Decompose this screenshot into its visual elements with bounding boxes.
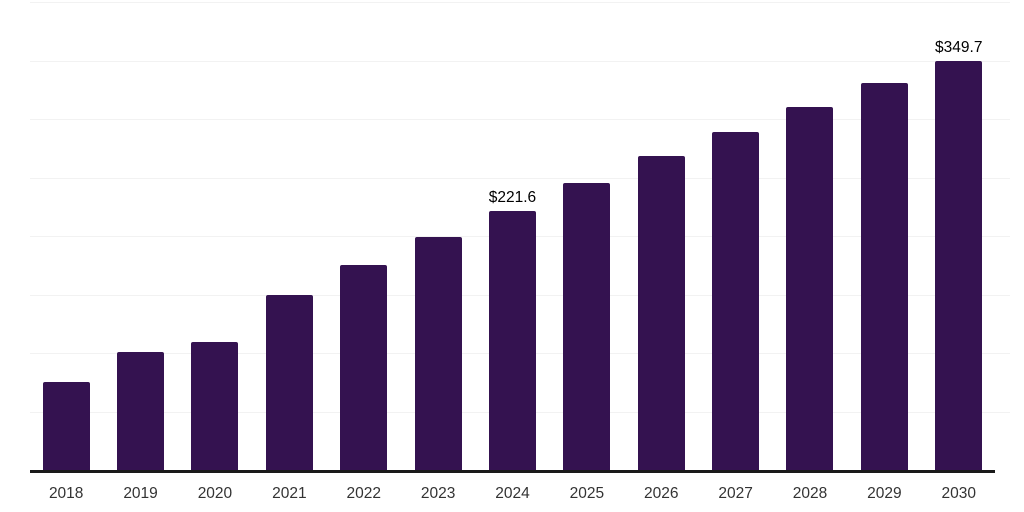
gridline — [30, 60, 1010, 62]
bar-2022 — [340, 265, 388, 470]
x-tick-label-2029: 2029 — [867, 485, 902, 502]
x-tick-label-2021: 2021 — [272, 485, 307, 502]
bar-2023 — [414, 237, 462, 470]
bar-2018 — [42, 382, 90, 470]
x-tick-label-2030: 2030 — [941, 485, 976, 502]
x-tick-label-2028: 2028 — [792, 485, 828, 502]
x-tick-label-2023: 2023 — [420, 485, 456, 502]
x-tick-label-2024: 2024 — [495, 485, 530, 502]
x-tick-label-2020: 2020 — [197, 485, 233, 502]
bar-2026 — [637, 156, 685, 470]
gridline — [30, 177, 1010, 179]
bar-2019 — [117, 351, 165, 470]
x-tick-label-2022: 2022 — [346, 485, 381, 502]
bar-2028 — [786, 107, 834, 470]
bar-2021 — [265, 294, 313, 470]
gridline — [30, 119, 1010, 120]
bar-value-label-2024: $221.6 — [488, 188, 537, 206]
bar-2020 — [191, 342, 239, 470]
bar-2027 — [712, 131, 760, 470]
x-axis-line — [30, 470, 995, 473]
x-tick-label-2025: 2025 — [569, 485, 605, 502]
bar-2024 — [488, 210, 536, 470]
bar-2030 — [935, 60, 983, 470]
x-tick-label-2018: 2018 — [48, 485, 84, 502]
x-tick-label-2019: 2019 — [123, 485, 158, 502]
bar-2029 — [860, 82, 908, 470]
bar-value-label-2030: $349.7 — [935, 38, 983, 56]
bar-2025 — [563, 183, 611, 470]
x-tick-label-2026: 2026 — [643, 485, 679, 502]
x-tick-label-2027: 2027 — [718, 485, 753, 502]
gridline — [30, 2, 1010, 3]
